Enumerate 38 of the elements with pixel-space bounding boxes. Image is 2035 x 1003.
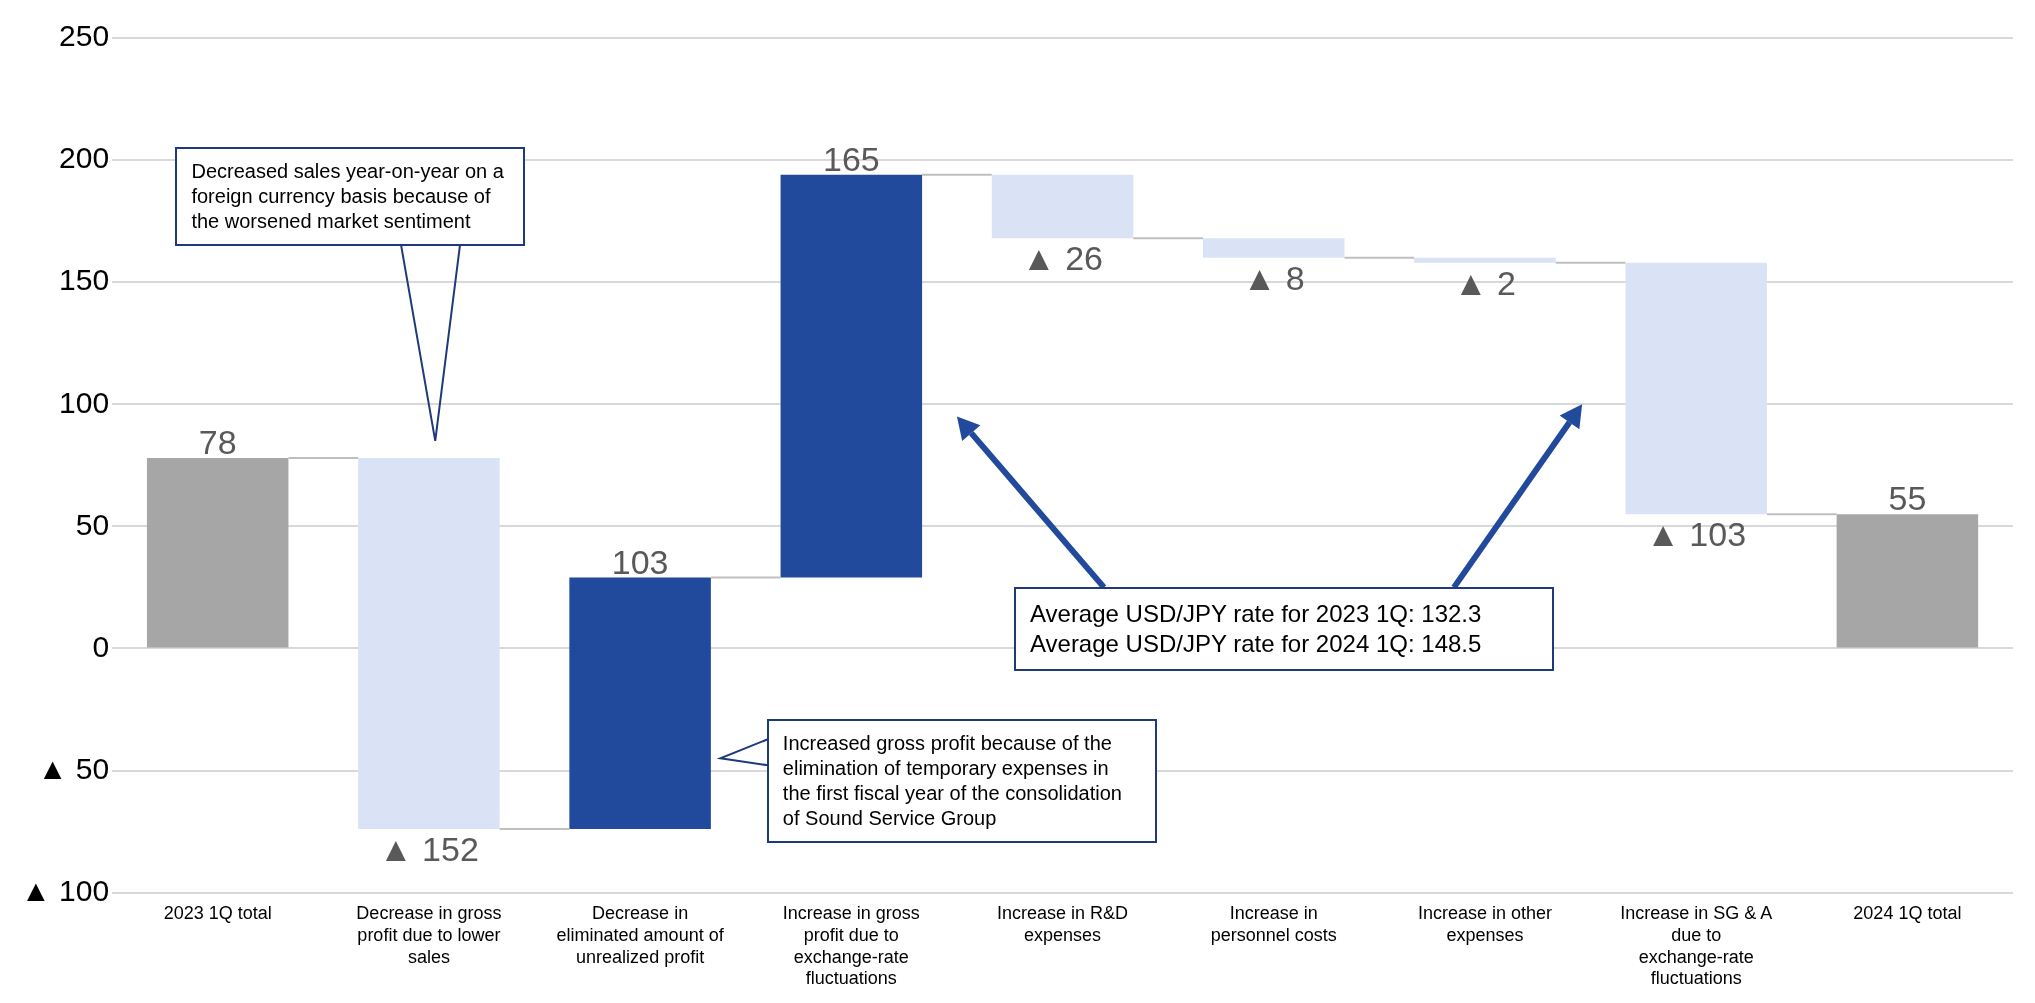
note-box: Increased gross profit because of the elimination of temporary expenses in the first fiscal year of the consolidation of Sound Service Group bbox=[766, 719, 1157, 844]
data-label: 103 bbox=[611, 542, 669, 581]
x-tick-label: 2023 1Q total bbox=[163, 903, 272, 924]
bar bbox=[569, 577, 711, 830]
note-box: Average USD/JPY rate for 2023 1Q: 132.3 Average USD/JPY rate for 2024 1Q: 148.5 bbox=[1013, 587, 1554, 672]
y-tick-label: 200 bbox=[59, 141, 110, 175]
bar bbox=[991, 174, 1134, 239]
x-tick-label: Decrease in eliminated amount of unrealized profit bbox=[556, 903, 725, 967]
x-tick-label: Increase in SG & A due to exchange-rate fluctuations bbox=[1620, 903, 1773, 989]
data-label: 78 bbox=[198, 422, 237, 461]
data-label: ▲ 152 bbox=[378, 830, 479, 869]
x-tick-label: Increase in other expenses bbox=[1417, 903, 1553, 945]
bar bbox=[1836, 514, 1979, 648]
bar bbox=[1625, 262, 1767, 515]
y-tick-label: 100 bbox=[59, 385, 110, 419]
bar bbox=[1203, 238, 1345, 258]
x-tick-label: 2024 1Q total bbox=[1853, 903, 1962, 924]
y-tick-label: 250 bbox=[59, 19, 110, 53]
data-label: ▲ 2 bbox=[1453, 263, 1516, 302]
data-label: 55 bbox=[1888, 479, 1927, 518]
data-label: ▲ 8 bbox=[1242, 258, 1305, 297]
x-tick-label: Increase in personnel costs bbox=[1210, 903, 1337, 945]
y-tick-label: 0 bbox=[92, 629, 110, 663]
x-tick-label: Increase in R&D expenses bbox=[997, 903, 1129, 945]
data-label: 165 bbox=[822, 139, 880, 178]
x-tick-label: Increase in gross profit due to exchange-rate fluctuations bbox=[782, 903, 920, 989]
y-tick-label: ▲ 100 bbox=[20, 873, 110, 907]
bar bbox=[1414, 257, 1556, 263]
note-box: Decreased sales year-on-year on a foreign currency basis because of the worsened market sentiment bbox=[175, 147, 526, 247]
x-tick-label: Decrease in gross profit due to lower sales bbox=[356, 903, 502, 967]
bar bbox=[358, 457, 500, 830]
y-tick-label: 50 bbox=[75, 507, 110, 541]
data-label: ▲ 26 bbox=[1022, 239, 1103, 278]
y-tick-label: 150 bbox=[59, 263, 110, 297]
y-tick-label: ▲ 50 bbox=[37, 751, 110, 785]
data-label: ▲ 103 bbox=[1646, 515, 1747, 554]
bar bbox=[146, 457, 289, 648]
bar bbox=[780, 174, 923, 578]
